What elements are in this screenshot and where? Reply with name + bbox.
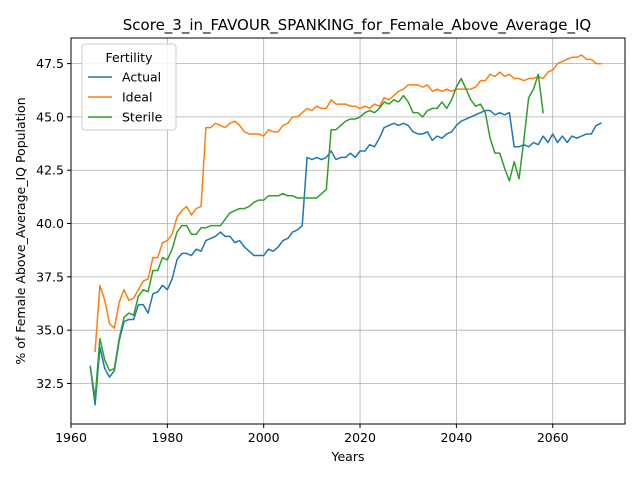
legend: Fertility Actual Ideal Sterile <box>81 43 177 131</box>
y-tick-label: 32.5 <box>36 376 64 391</box>
y-tick-label: 37.5 <box>36 269 64 284</box>
y-tick-label: 45.0 <box>36 109 64 124</box>
legend-title: Fertility <box>106 50 154 65</box>
y-axis-ticks: 32.5 35.0 37.5 40.0 42.5 45.0 47.5 <box>36 56 71 391</box>
legend-box <box>81 43 177 131</box>
legend-entries: Actual Ideal Sterile <box>88 70 163 125</box>
y-tick-label: 40.0 <box>36 216 64 231</box>
y-tick-label: 47.5 <box>36 56 64 71</box>
y-tick-label: 42.5 <box>36 163 64 178</box>
chart-title: Score_3_in_FAVOUR_SPANKING_for_Female_Ab… <box>123 16 591 35</box>
legend-label-sterile: Sterile <box>122 110 163 125</box>
series-line-actual <box>89 109 602 406</box>
legend-label-ideal: Ideal <box>122 90 152 105</box>
plot-frame <box>70 37 626 425</box>
x-tick-label: 2040 <box>440 430 472 445</box>
series-lines <box>89 54 602 406</box>
x-tick-label: 2060 <box>537 430 569 445</box>
y-tick-label: 35.0 <box>36 323 64 338</box>
series-line-ideal <box>94 54 602 353</box>
x-tick-label: 1960 <box>55 430 87 445</box>
gridlines <box>70 38 625 424</box>
legend-label-actual: Actual <box>122 70 161 85</box>
x-tick-label: 2020 <box>344 430 376 445</box>
x-tick-label: 1980 <box>151 430 183 445</box>
x-tick-label: 2000 <box>248 430 280 445</box>
y-axis-label: % of Female Above_Average_IQ Population <box>13 97 28 364</box>
x-axis-ticks: 1960 1980 2000 2020 2040 2060 <box>55 424 569 445</box>
series-line-sterile <box>89 73 544 400</box>
x-axis-label: Years <box>331 449 365 464</box>
